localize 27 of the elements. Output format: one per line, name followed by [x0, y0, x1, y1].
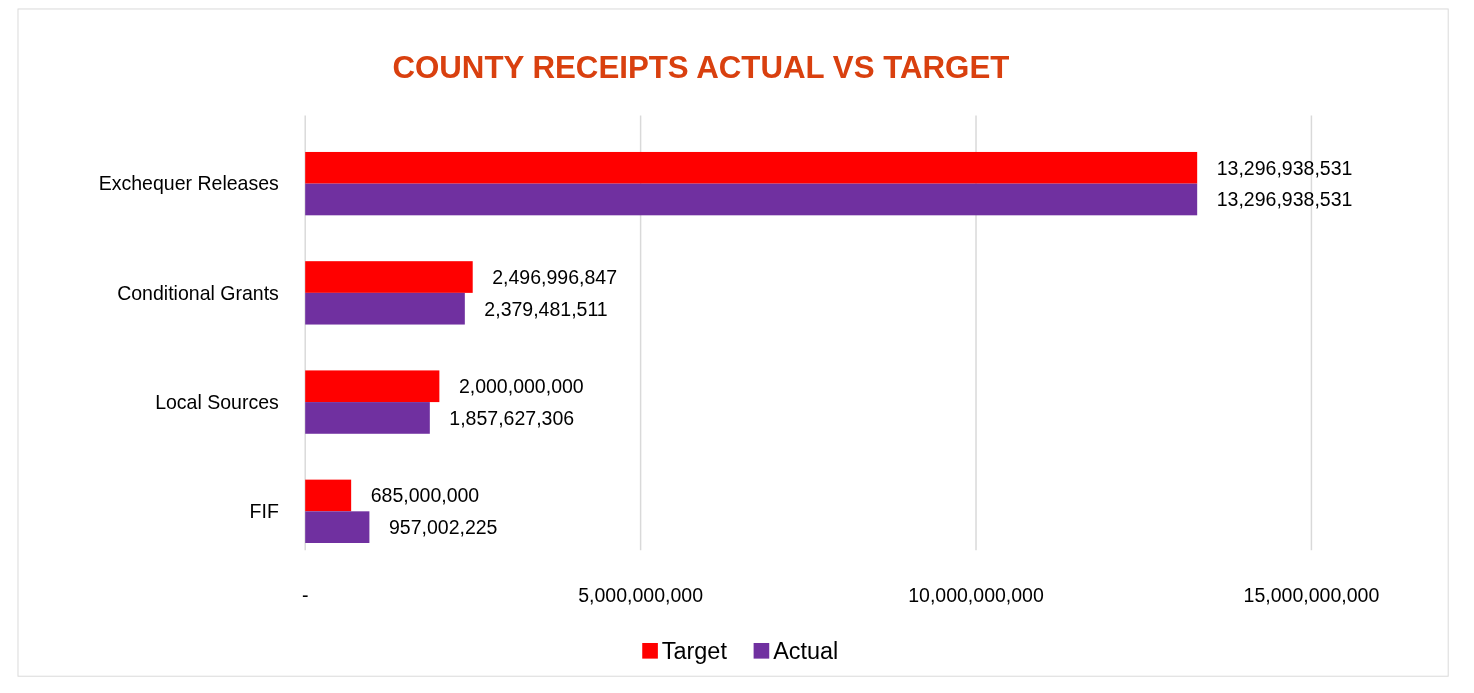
y-tick-label: Exchequer Releases — [98, 172, 280, 195]
x-tick-label: 5,000,000,000 — [578, 583, 704, 606]
y-tick-label: Conditional Grants — [117, 281, 280, 304]
x-tick-label: 10,000,000,000 — [908, 583, 1044, 606]
data-label: 2,496,996,847 — [492, 265, 618, 288]
data-label: 13,296,938,531 — [1216, 188, 1353, 211]
data-label: 685,000,000 — [370, 484, 480, 507]
x-tick-label: 15,000,000,000 — [1243, 583, 1380, 606]
data-label: 957,002,225 — [388, 515, 498, 538]
chart-title: COUNTY RECEIPTS ACTUAL VS TARGET — [392, 50, 1010, 86]
data-label: 13,296,938,531 — [1216, 156, 1353, 179]
legend-label: Target — [661, 637, 728, 664]
bar — [305, 261, 473, 293]
bar — [305, 292, 465, 325]
y-tick-label: Local Sources — [155, 390, 280, 413]
legend-label: Actual — [773, 637, 839, 664]
x-tick-label: - — [301, 583, 309, 606]
bar — [305, 183, 1198, 216]
bar — [305, 402, 430, 434]
bar — [305, 151, 1198, 184]
y-tick-label: FIF — [249, 500, 279, 523]
data-label: 2,379,481,511 — [484, 297, 608, 320]
bar — [305, 511, 370, 543]
bar — [305, 479, 352, 512]
data-label: 1,857,627,306 — [449, 406, 575, 429]
data-label: 2,000,000,000 — [458, 375, 584, 398]
bar — [305, 370, 440, 403]
